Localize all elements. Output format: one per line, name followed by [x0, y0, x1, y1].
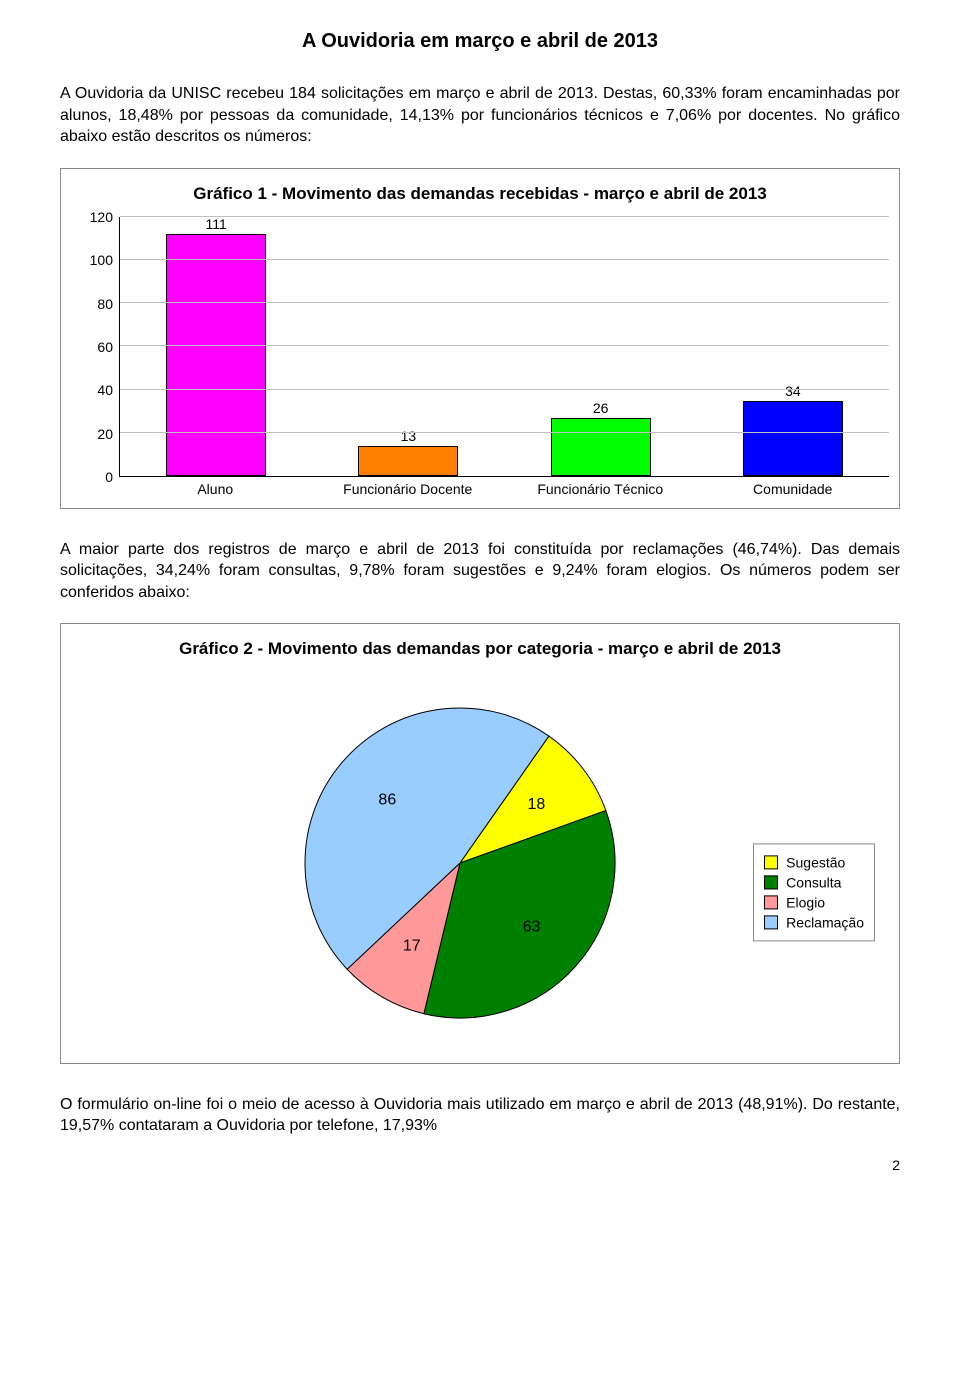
- chart2-legend-swatch: [764, 875, 778, 889]
- chart1-bar: [551, 418, 651, 476]
- chart1-ytick: 20: [97, 426, 113, 442]
- chart1-gridline: [120, 302, 889, 303]
- chart1-bar-slot: 111: [132, 217, 301, 476]
- chart2-pie-svg: 18 63 17 86: [260, 683, 700, 1043]
- page-title: A Ouvidoria em março e abril de 2013: [60, 30, 900, 53]
- chart1-y-axis: 020406080100120: [71, 217, 119, 477]
- chart2-title: Gráfico 2 - Movimento das demandas por c…: [71, 638, 889, 660]
- chart1-bar-slot: 26: [516, 217, 685, 476]
- chart2-legend-row: Consulta: [764, 874, 864, 890]
- chart1-bar-value: 13: [401, 428, 417, 444]
- chart1-bar-value: 111: [205, 216, 226, 232]
- chart1-bar: [743, 401, 843, 476]
- chart1-ytick: 80: [97, 296, 113, 312]
- page-number: 2: [60, 1157, 900, 1173]
- chart2-slice-value: 17: [403, 937, 421, 954]
- chart1-bar-value: 26: [593, 400, 609, 416]
- chart2-legend-swatch: [764, 855, 778, 869]
- chart1-ytick: 100: [90, 252, 113, 268]
- chart2-slice-value: 86: [378, 791, 396, 808]
- chart2-legend-label: Consulta: [786, 874, 841, 890]
- chart2-legend-row: Sugestão: [764, 854, 864, 870]
- chart1-bars-row: 111 13 26 34: [120, 217, 889, 476]
- chart1-x-labels: Aluno Funcionário Docente Funcionário Técn…: [119, 481, 889, 498]
- chart1-gridline: [120, 389, 889, 390]
- chart2-slice-value: 18: [527, 795, 545, 812]
- chart1-gridline: [120, 259, 889, 260]
- chart2-legend-swatch: [764, 895, 778, 909]
- chart1-bar-slot: 13: [324, 217, 493, 476]
- chart1-container: Gráfico 1 - Movimento das demandas receb…: [60, 168, 900, 509]
- chart2-container: Gráfico 2 - Movimento das demandas por c…: [60, 623, 900, 1063]
- chart1-plot: 020406080100120 111132634: [71, 217, 889, 477]
- chart1-gridline: [120, 345, 889, 346]
- chart1-x-label: Comunidade: [708, 481, 877, 498]
- chart2-legend-label: Sugestão: [786, 854, 845, 870]
- chart1-bar: [166, 234, 266, 476]
- chart1-ytick: 60: [97, 339, 113, 355]
- chart2-legend: Sugestão Consulta Elogio Reclamação: [753, 843, 875, 941]
- chart2-legend-label: Elogio: [786, 894, 825, 910]
- chart1-ytick: 0: [105, 469, 113, 485]
- chart1-gridline: [120, 432, 889, 433]
- chart1-bar: [358, 446, 458, 476]
- chart1-ytick: 120: [90, 209, 113, 225]
- chart2-plot: 18 63 17 86 Sugestão Consulta Elogio Reclamaçã…: [71, 673, 889, 1053]
- chart1-bar-slot: 34: [708, 217, 877, 476]
- paragraph-3: O formulário on-line foi o meio de acess…: [60, 1094, 900, 1137]
- chart1-bars-area: 111 13 26 34: [119, 217, 889, 477]
- chart1-ytick: 40: [97, 382, 113, 398]
- paragraph-1: A Ouvidoria da UNISC recebeu 184 solicit…: [60, 83, 900, 148]
- chart1-x-label: Funcionário Docente: [323, 481, 492, 498]
- chart1-x-label: Aluno: [131, 481, 300, 498]
- chart1-bar-value: 34: [785, 383, 801, 399]
- chart1-title: Gráfico 1 - Movimento das demandas receb…: [71, 183, 889, 205]
- chart1-x-label: Funcionário Técnico: [516, 481, 685, 498]
- chart2-legend-label: Reclamação: [786, 914, 864, 930]
- paragraph-2: A maior parte dos registros de março e a…: [60, 539, 900, 604]
- chart2-legend-row: Reclamação: [764, 914, 864, 930]
- chart2-legend-row: Elogio: [764, 894, 864, 910]
- chart1-gridline: [120, 216, 889, 217]
- chart2-legend-swatch: [764, 915, 778, 929]
- chart2-slice-value: 63: [523, 918, 541, 935]
